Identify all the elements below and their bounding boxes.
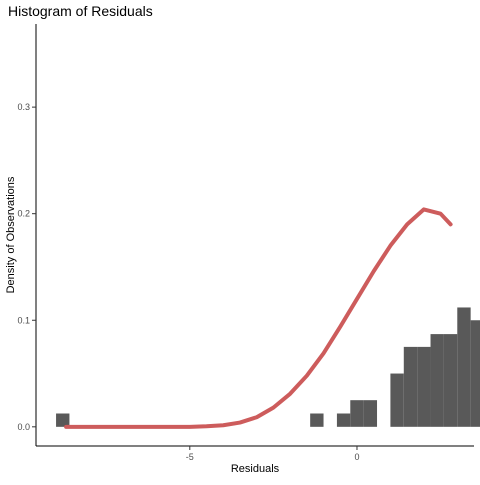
y-tick-label: 0.2 [17,209,30,219]
histogram-bar [471,320,480,427]
x-axis-title: Residuals [231,463,280,475]
x-tick-label: 0 [354,452,359,462]
y-tick-label: 0.1 [17,315,30,325]
histogram-bar [364,400,377,427]
histogram-bar [404,347,417,427]
histogram-bar [417,347,430,427]
chart-title: Histogram of Residuals [8,3,153,19]
histogram-bar [444,334,457,427]
y-axis-title: Density of Observations [5,176,17,293]
y-tick-label: 0.3 [17,102,30,112]
histogram-bar [310,414,323,427]
histogram-bar [431,334,444,427]
histogram-bar [457,307,470,426]
histogram-bar [337,414,350,427]
x-tick-label: -5 [186,452,194,462]
y-tick-label: 0.0 [17,422,30,432]
histogram-bar [350,400,363,427]
histogram-bar [390,374,403,427]
